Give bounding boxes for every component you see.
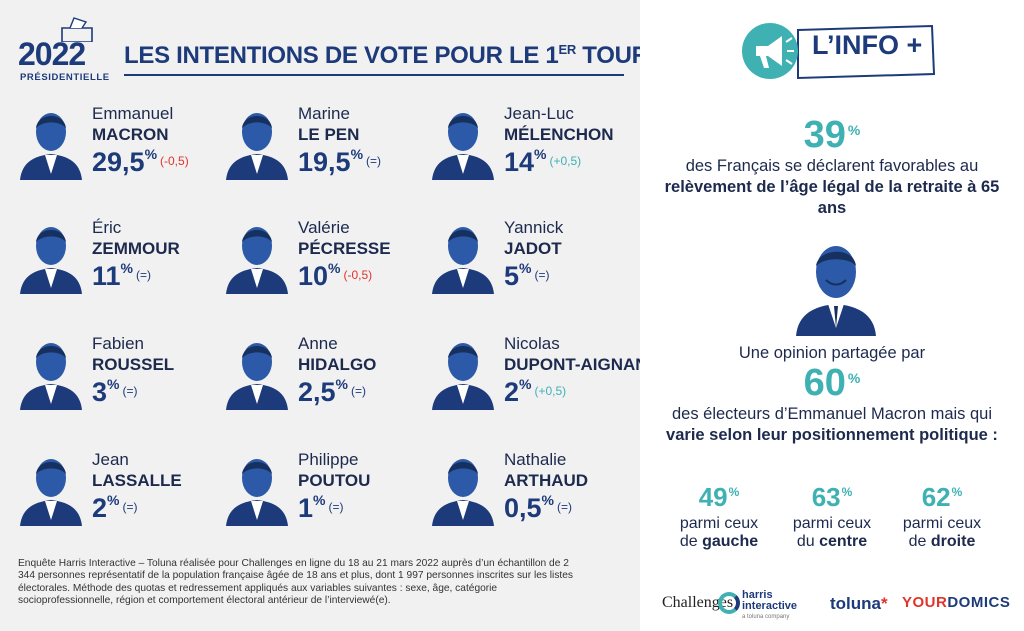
nathalie-arthaud-portrait [432, 459, 494, 526]
candidate-first-name: Anne [298, 334, 338, 353]
jean-lassalle-portrait [20, 459, 82, 526]
info-badge-label: L’INFO + [812, 30, 923, 60]
stat-center: 63% parmi ceux du centre [792, 482, 872, 550]
candidate-last-name: MÉLENCHON [504, 125, 614, 144]
emmanuel-macron-portrait [796, 246, 876, 336]
score-change-badge: (=) [366, 154, 382, 168]
methodology-note: Enquête Harris Interactive – Toluna réal… [18, 558, 574, 606]
score-change-badge: (=) [328, 500, 344, 514]
stat-retirement-text: des Français se déclarent favorables au … [664, 157, 1000, 217]
fabien-roussel-portrait [20, 343, 82, 410]
score-change-badge: (+0,5) [534, 384, 567, 398]
candidate-score: 2% (=) [92, 492, 138, 523]
score-change-badge: (-0,5) [160, 154, 189, 168]
candidate-jean-lassalle: Jean LASSALLE 2% (=) [18, 446, 218, 528]
emmanuel-macron-portrait [20, 113, 82, 180]
challenges-logo: Challenges [662, 594, 734, 611]
candidate-jean-luc-melenchon: Jean-Luc MÉLENCHON 14% (+0,5) [430, 100, 630, 182]
ballot-box-icon [61, 17, 93, 42]
eric-zemmour-portrait [20, 227, 82, 294]
logo-subtitle: PRÉSIDENTIELLE [20, 72, 110, 83]
candidate-yannick-jadot: Yannick JADOT 5% (=) [430, 214, 630, 296]
candidate-valerie-pecresse: Valérie PÉCRESSE 10% (-0,5) [224, 214, 424, 296]
toluna-logo: toluna* [830, 594, 888, 613]
candidate-last-name: JADOT [504, 239, 562, 258]
score-change-badge: (=) [136, 268, 151, 282]
score-change-badge: (=) [351, 384, 366, 398]
candidates-panel: 2022 PRÉSIDENTIELLE LES INTENTIONS DE VO… [0, 0, 649, 631]
candidate-last-name: HIDALGO [298, 355, 377, 374]
candidate-first-name: Marine [298, 104, 350, 123]
candidate-last-name: LE PEN [298, 125, 360, 144]
presidentielle-2022-logo: 2022 PRÉSIDENTIELLE [18, 14, 114, 83]
candidate-emmanuel-macron: Emmanuel MACRON 29,5% (-0,5) [18, 100, 218, 182]
candidate-score: 11% (=) [92, 260, 151, 291]
candidate-nathalie-arthaud: Nathalie ARTHAUD 0,5% (=) [430, 446, 630, 528]
candidate-last-name: MACRON [92, 125, 169, 144]
candidate-score: 2% (+0,5) [504, 376, 567, 407]
stat-left-wing: 49% parmi ceux de gauche [679, 482, 759, 550]
candidate-first-name: Nicolas [504, 334, 560, 353]
candidate-score: 3% (=) [92, 376, 138, 407]
candidate-first-name: Fabien [92, 334, 144, 353]
candidate-score: 29,5% (-0,5) [92, 146, 189, 177]
logo-year: 2022 [18, 36, 86, 72]
candidate-eric-zemmour: Éric ZEMMOUR 11% (=) [18, 214, 218, 296]
score-change-badge: (=) [122, 384, 138, 398]
yannick-jadot-portrait [432, 227, 494, 294]
candidate-fabien-roussel: Fabien ROUSSEL 3% (=) [18, 330, 218, 412]
stat-right-wing: 62% parmi ceux de droite [902, 482, 982, 550]
candidate-anne-hidalgo: Anne HIDALGO 2,5% (=) [224, 330, 424, 412]
jean-luc-melenchon-portrait [432, 113, 494, 180]
candidate-nicolas-dupont-aignan: Nicolas DUPONT-AIGNAN 2% (+0,5) [430, 330, 648, 412]
candidate-score: 5% (=) [504, 260, 550, 291]
candidate-score: 2,5% (=) [298, 376, 366, 407]
candidate-last-name: ARTHAUD [504, 471, 589, 490]
philippe-poutou-portrait [226, 459, 288, 526]
stat-retirement-support: 39% [803, 114, 861, 156]
nicolas-dupont-aignan-portrait [432, 343, 494, 410]
candidate-first-name: Éric [92, 218, 122, 237]
score-change-badge: (=) [557, 500, 572, 514]
candidate-last-name: PÉCRESSE [298, 239, 391, 258]
candidate-first-name: Jean [92, 450, 129, 469]
opinion-shared-text: Une opinion partagée par [738, 344, 926, 362]
score-change-badge: (+0,5) [549, 154, 582, 168]
anne-hidalgo-portrait [226, 343, 288, 410]
candidate-score: 14% (+0,5) [504, 146, 582, 177]
candidate-marine-le-pen: Marine LE PEN 19,5% (=) [224, 100, 424, 182]
candidate-first-name: Nathalie [504, 450, 567, 469]
candidate-first-name: Yannick [504, 218, 564, 237]
candidate-last-name: POUTOU [298, 471, 371, 490]
candidate-score: 19,5% (=) [298, 146, 382, 177]
page-title: LES INTENTIONS DE VOTE POUR LE 1ER TOUR [124, 42, 649, 69]
candidate-first-name: Emmanuel [92, 104, 174, 123]
valerie-pecresse-portrait [226, 227, 288, 294]
title-divider [124, 74, 624, 76]
candidate-last-name: DUPONT-AIGNAN [504, 355, 648, 374]
score-change-badge: (-0,5) [343, 268, 373, 282]
harris-ring-icon [718, 592, 740, 614]
marine-le-pen-portrait [226, 113, 288, 180]
candidate-last-name: ROUSSEL [92, 355, 175, 374]
candidate-last-name: ZEMMOUR [92, 239, 180, 258]
candidate-score: 0,5% (=) [504, 492, 572, 523]
info-badge [742, 23, 936, 80]
score-change-badge: (=) [122, 500, 138, 514]
candidate-score: 10% (-0,5) [298, 260, 373, 291]
candidate-philippe-poutou: Philippe POUTOU 1% (=) [224, 446, 424, 528]
harris-interactive-logo: harris interactive a toluna company [742, 589, 798, 621]
candidate-last-name: LASSALLE [92, 471, 182, 490]
candidate-first-name: Philippe [298, 450, 359, 469]
yourdomics-logo: YOURDOMICS [902, 594, 1011, 611]
stat-macron-voters: 60% [803, 362, 861, 404]
candidate-first-name: Valérie [298, 218, 350, 237]
score-change-badge: (=) [534, 268, 550, 282]
info-panel: L’INFO + 39% des Français se déclarent f… [640, 0, 1024, 631]
candidate-score: 1% (=) [298, 492, 344, 523]
macron-voters-text: des électeurs d’Emmanuel Macron mais qui… [666, 405, 998, 444]
partner-logos: Challenges harris interactive a toluna com… [658, 588, 1014, 622]
candidate-first-name: Jean-Luc [504, 104, 574, 123]
